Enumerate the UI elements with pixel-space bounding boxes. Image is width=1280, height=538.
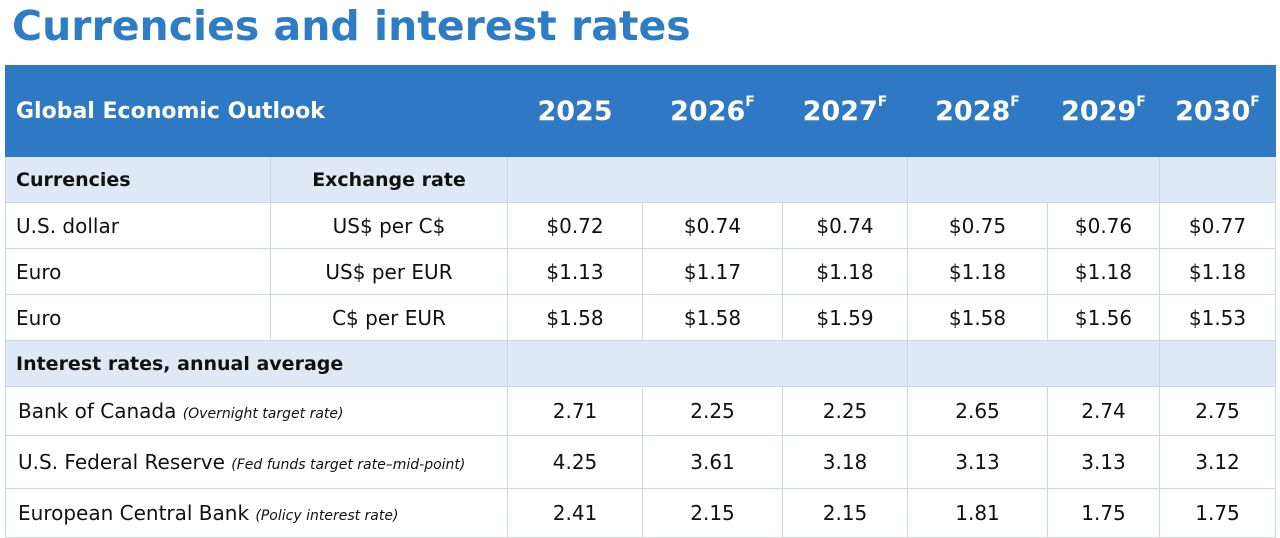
value-cell: 3.61: [642, 435, 784, 489]
year-label: 2025: [537, 95, 613, 127]
value-cell: $0.76: [1047, 202, 1161, 249]
value-cell: $1.13: [507, 248, 644, 295]
currencies-section-row: Currencies Exchange rate: [5, 156, 1277, 203]
page-title: Currencies and interest rates: [12, 2, 691, 50]
rate-name-cell: European Central Bank (Policy interest r…: [4, 488, 509, 538]
interest-section-row: Interest rates, annual average: [4, 340, 1277, 387]
currency-unit: US$ per EUR: [269, 248, 509, 295]
value-cell: 3.12: [1159, 435, 1277, 489]
value-cell: 1.75: [1159, 488, 1277, 538]
value-cell: $1.58: [507, 294, 644, 341]
value-cell: $0.75: [907, 202, 1049, 249]
section-band: [1159, 340, 1277, 387]
table-row: U.S. dollar US$ per C$ $0.72 $0.74 $0.74…: [5, 202, 1277, 249]
outlook-table: Global Economic Outlook 2025 2026F 2027F…: [4, 65, 1277, 538]
currencies-section-label: Currencies: [5, 156, 271, 203]
currency-name: Euro: [5, 294, 271, 341]
rate-note: (Fed funds target rate–mid-point): [231, 457, 466, 473]
year-label: 2027: [802, 95, 878, 127]
value-cell: $1.18: [1159, 248, 1277, 295]
value-cell: $1.18: [782, 248, 909, 295]
value-cell: 2.75: [1159, 386, 1277, 436]
value-cell: 2.15: [642, 488, 784, 538]
value-cell: 2.25: [642, 386, 784, 436]
value-cell: $1.58: [907, 294, 1049, 341]
year-header: 2027F: [782, 65, 909, 157]
year-label: 2028: [935, 95, 1011, 127]
currency-name: Euro: [5, 248, 271, 295]
table-row: European Central Bank (Policy interest r…: [4, 488, 1277, 538]
value-cell: 2.74: [1047, 386, 1161, 436]
value-cell: $0.74: [642, 202, 784, 249]
year-header: 2030F: [1159, 65, 1277, 157]
year-label: 2029: [1061, 95, 1137, 127]
value-cell: 3.13: [907, 435, 1049, 489]
value-cell: 3.18: [782, 435, 909, 489]
table-row: Euro US$ per EUR $1.13 $1.17 $1.18 $1.18…: [5, 248, 1277, 295]
section-band: [907, 156, 1161, 203]
year-label: 2030: [1175, 95, 1251, 127]
year-header: 2028F: [907, 65, 1049, 157]
value-cell: 2.25: [782, 386, 909, 436]
value-cell: 2.65: [907, 386, 1049, 436]
rate-name: Bank of Canada: [18, 399, 177, 423]
forecast-mark: F: [1010, 93, 1020, 110]
exchange-rate-header: Exchange rate: [269, 156, 509, 203]
year-header: 2025: [507, 65, 644, 157]
value-cell: $1.18: [1047, 248, 1161, 295]
rate-name: European Central Bank: [18, 501, 250, 525]
table-row: Euro C$ per EUR $1.58 $1.58 $1.59 $1.58 …: [5, 294, 1277, 341]
value-cell: $1.17: [642, 248, 784, 295]
forecast-mark: F: [1250, 93, 1260, 110]
table-header-label: Global Economic Outlook: [4, 65, 509, 157]
currency-unit: US$ per C$: [269, 202, 509, 249]
value-cell: $0.74: [782, 202, 909, 249]
table-row: Bank of Canada (Overnight target rate) 2…: [4, 386, 1277, 436]
value-cell: 1.75: [1047, 488, 1161, 538]
rate-name-cell: U.S. Federal Reserve (Fed funds target r…: [4, 435, 509, 489]
currency-name: U.S. dollar: [5, 202, 271, 249]
section-band: [507, 156, 909, 203]
value-cell: 2.15: [782, 488, 909, 538]
section-band: [907, 340, 1161, 387]
forecast-mark: F: [1136, 93, 1146, 110]
interest-section-label: Interest rates, annual average: [4, 340, 509, 387]
value-cell: $1.53: [1159, 294, 1277, 341]
value-cell: 1.81: [907, 488, 1049, 538]
value-cell: 4.25: [507, 435, 644, 489]
value-cell: $1.58: [642, 294, 784, 341]
year-header: 2029F: [1047, 65, 1161, 157]
section-band: [507, 340, 909, 387]
rate-note: (Policy interest rate): [255, 508, 399, 524]
section-band: [1159, 156, 1277, 203]
value-cell: $1.59: [782, 294, 909, 341]
rate-name-cell: Bank of Canada (Overnight target rate): [4, 386, 509, 436]
rate-note: (Overnight target rate): [182, 406, 344, 422]
currency-unit: C$ per EUR: [269, 294, 509, 341]
table-header-row: Global Economic Outlook 2025 2026F 2027F…: [4, 65, 1277, 157]
year-label: 2026: [670, 95, 746, 127]
forecast-mark: F: [745, 93, 755, 110]
table-row: U.S. Federal Reserve (Fed funds target r…: [4, 435, 1277, 489]
value-cell: 3.13: [1047, 435, 1161, 489]
value-cell: $0.72: [507, 202, 644, 249]
rate-name: U.S. Federal Reserve: [18, 450, 225, 474]
forecast-mark: F: [877, 93, 888, 110]
value-cell: 2.71: [507, 386, 644, 436]
value-cell: $1.18: [907, 248, 1049, 295]
value-cell: $0.77: [1159, 202, 1277, 249]
year-header: 2026F: [642, 65, 784, 157]
value-cell: 2.41: [507, 488, 644, 538]
value-cell: $1.56: [1047, 294, 1161, 341]
